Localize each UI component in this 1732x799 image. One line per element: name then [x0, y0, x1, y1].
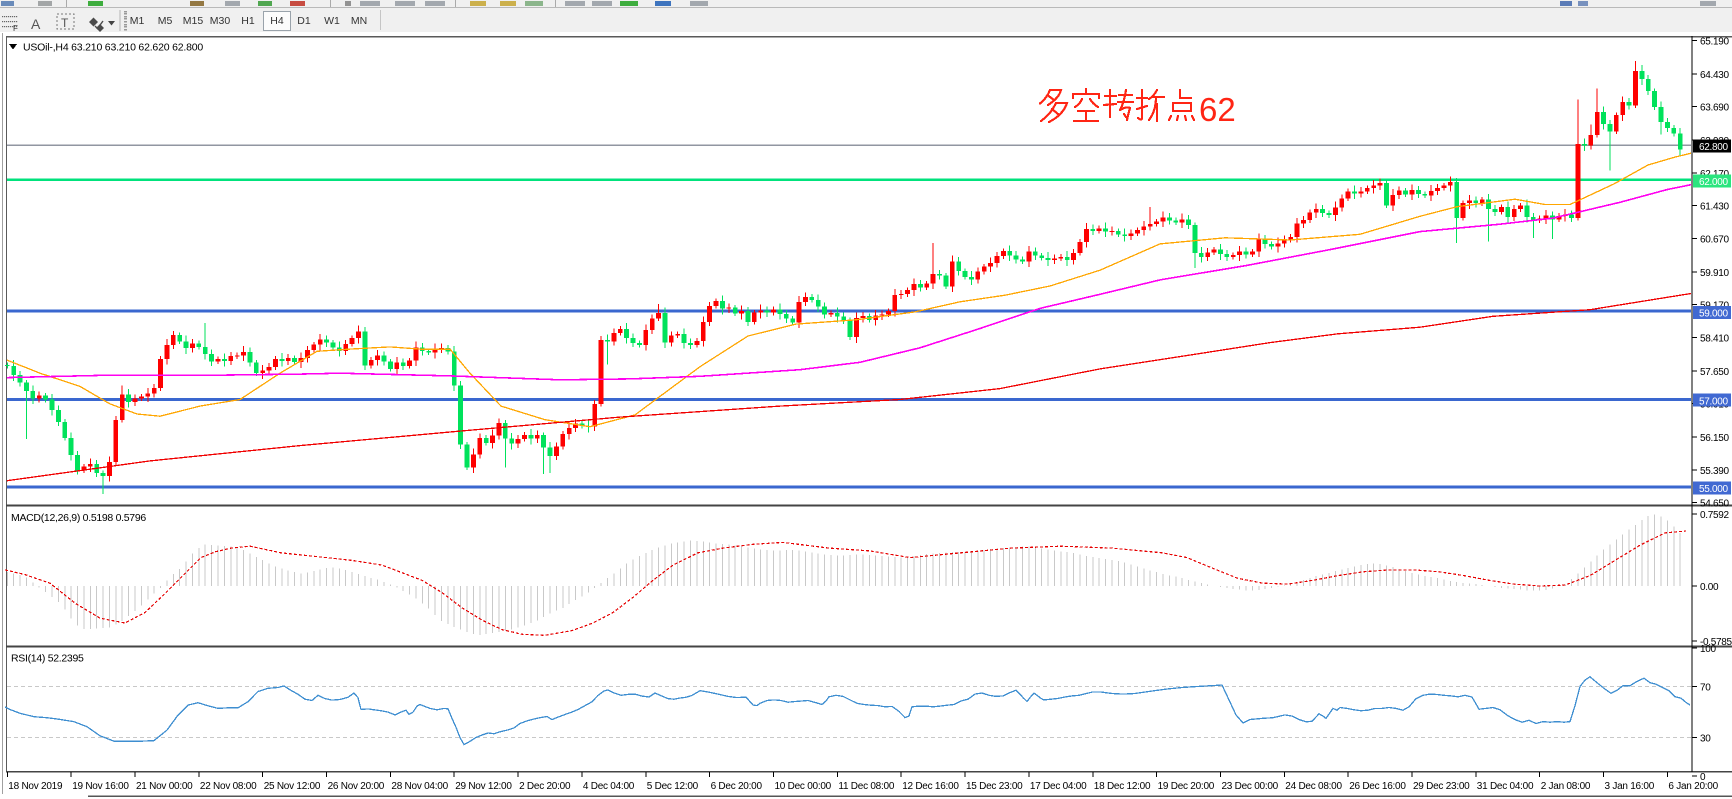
svg-text:28 Nov 04:00: 28 Nov 04:00	[391, 781, 448, 792]
svg-text:19 Nov 16:00: 19 Nov 16:00	[72, 781, 129, 792]
svg-text:0: 0	[1700, 772, 1706, 783]
svg-text:30: 30	[1700, 734, 1711, 745]
svg-text:59.910: 59.910	[1700, 268, 1730, 279]
svg-text:62.000: 62.000	[1699, 177, 1729, 188]
svg-text:USOil-,H4 63.210 63.210 62.62: USOil-,H4 63.210 63.210 62.620 62.800	[23, 42, 203, 54]
svg-text:A: A	[31, 16, 41, 32]
svg-text:59.000: 59.000	[1699, 309, 1729, 320]
svg-text:26 Dec 16:00: 26 Dec 16:00	[1349, 781, 1406, 792]
svg-text:59.170: 59.170	[1700, 300, 1730, 311]
svg-text:MACD(12,26,9) 0.5198 0.5796: MACD(12,26,9) 0.5198 0.5796	[11, 512, 146, 524]
svg-text:57.650: 57.650	[1700, 367, 1730, 378]
svg-text:T: T	[61, 16, 69, 30]
svg-text:61.430: 61.430	[1700, 201, 1730, 212]
svg-text:2 Dec 20:00: 2 Dec 20:00	[519, 781, 571, 792]
svg-text:56.150: 56.150	[1700, 433, 1730, 444]
svg-text:24 Dec 08:00: 24 Dec 08:00	[1285, 781, 1342, 792]
svg-text:22 Nov 08:00: 22 Nov 08:00	[200, 781, 257, 792]
svg-text:62: 62	[1199, 91, 1236, 128]
svg-text:0.00: 0.00	[1700, 582, 1719, 593]
svg-text:19 Dec 20:00: 19 Dec 20:00	[1158, 781, 1215, 792]
svg-text:26 Nov 20:00: 26 Nov 20:00	[328, 781, 385, 792]
svg-text:25 Nov 12:00: 25 Nov 12:00	[264, 781, 321, 792]
svg-text:4 Dec 04:00: 4 Dec 04:00	[583, 781, 635, 792]
svg-text:58.410: 58.410	[1700, 334, 1730, 345]
svg-text:2 Jan 08:00: 2 Jan 08:00	[1541, 781, 1591, 792]
svg-text:12 Dec 16:00: 12 Dec 16:00	[902, 781, 959, 792]
svg-text:57.000: 57.000	[1699, 396, 1729, 407]
svg-text:54.650: 54.650	[1700, 499, 1730, 510]
svg-text:63.690: 63.690	[1700, 102, 1730, 113]
svg-text:3 Jan 16:00: 3 Jan 16:00	[1605, 781, 1655, 792]
svg-text:11 Dec 08:00: 11 Dec 08:00	[838, 781, 894, 792]
svg-text:65.190: 65.190	[1700, 37, 1730, 48]
svg-text:29 Dec 23:00: 29 Dec 23:00	[1413, 781, 1470, 792]
svg-text:60.670: 60.670	[1700, 235, 1730, 246]
svg-text:6 Dec 20:00: 6 Dec 20:00	[711, 781, 763, 792]
svg-text:31 Dec 04:00: 31 Dec 04:00	[1477, 781, 1534, 792]
svg-text:100: 100	[1700, 644, 1717, 655]
svg-text:62.170: 62.170	[1700, 169, 1730, 180]
svg-text:55.000: 55.000	[1699, 484, 1729, 495]
svg-text:18 Nov 2019: 18 Nov 2019	[8, 781, 63, 792]
svg-text:15 Dec 23:00: 15 Dec 23:00	[966, 781, 1023, 792]
svg-text:18 Dec 12:00: 18 Dec 12:00	[1094, 781, 1151, 792]
svg-text:-0.5785: -0.5785	[1700, 637, 1732, 648]
svg-text:0.7592: 0.7592	[1700, 510, 1730, 521]
svg-text:6 Jan 20:00: 6 Jan 20:00	[1668, 781, 1718, 792]
svg-text:F: F	[13, 24, 18, 32]
svg-text:23 Dec 00:00: 23 Dec 00:00	[1222, 781, 1279, 792]
svg-text:17 Dec 04:00: 17 Dec 04:00	[1030, 781, 1087, 792]
svg-text:10 Dec 00:00: 10 Dec 00:00	[775, 781, 832, 792]
svg-text:55.390: 55.390	[1700, 466, 1730, 477]
svg-text:21 Nov 00:00: 21 Nov 00:00	[136, 781, 193, 792]
svg-text:62.800: 62.800	[1699, 142, 1729, 153]
svg-text:5 Dec 12:00: 5 Dec 12:00	[647, 781, 699, 792]
svg-text:29 Nov 12:00: 29 Nov 12:00	[455, 781, 512, 792]
svg-text:RSI(14) 52.2395: RSI(14) 52.2395	[11, 653, 84, 665]
svg-text:64.430: 64.430	[1700, 70, 1730, 81]
svg-text:70: 70	[1700, 683, 1711, 694]
